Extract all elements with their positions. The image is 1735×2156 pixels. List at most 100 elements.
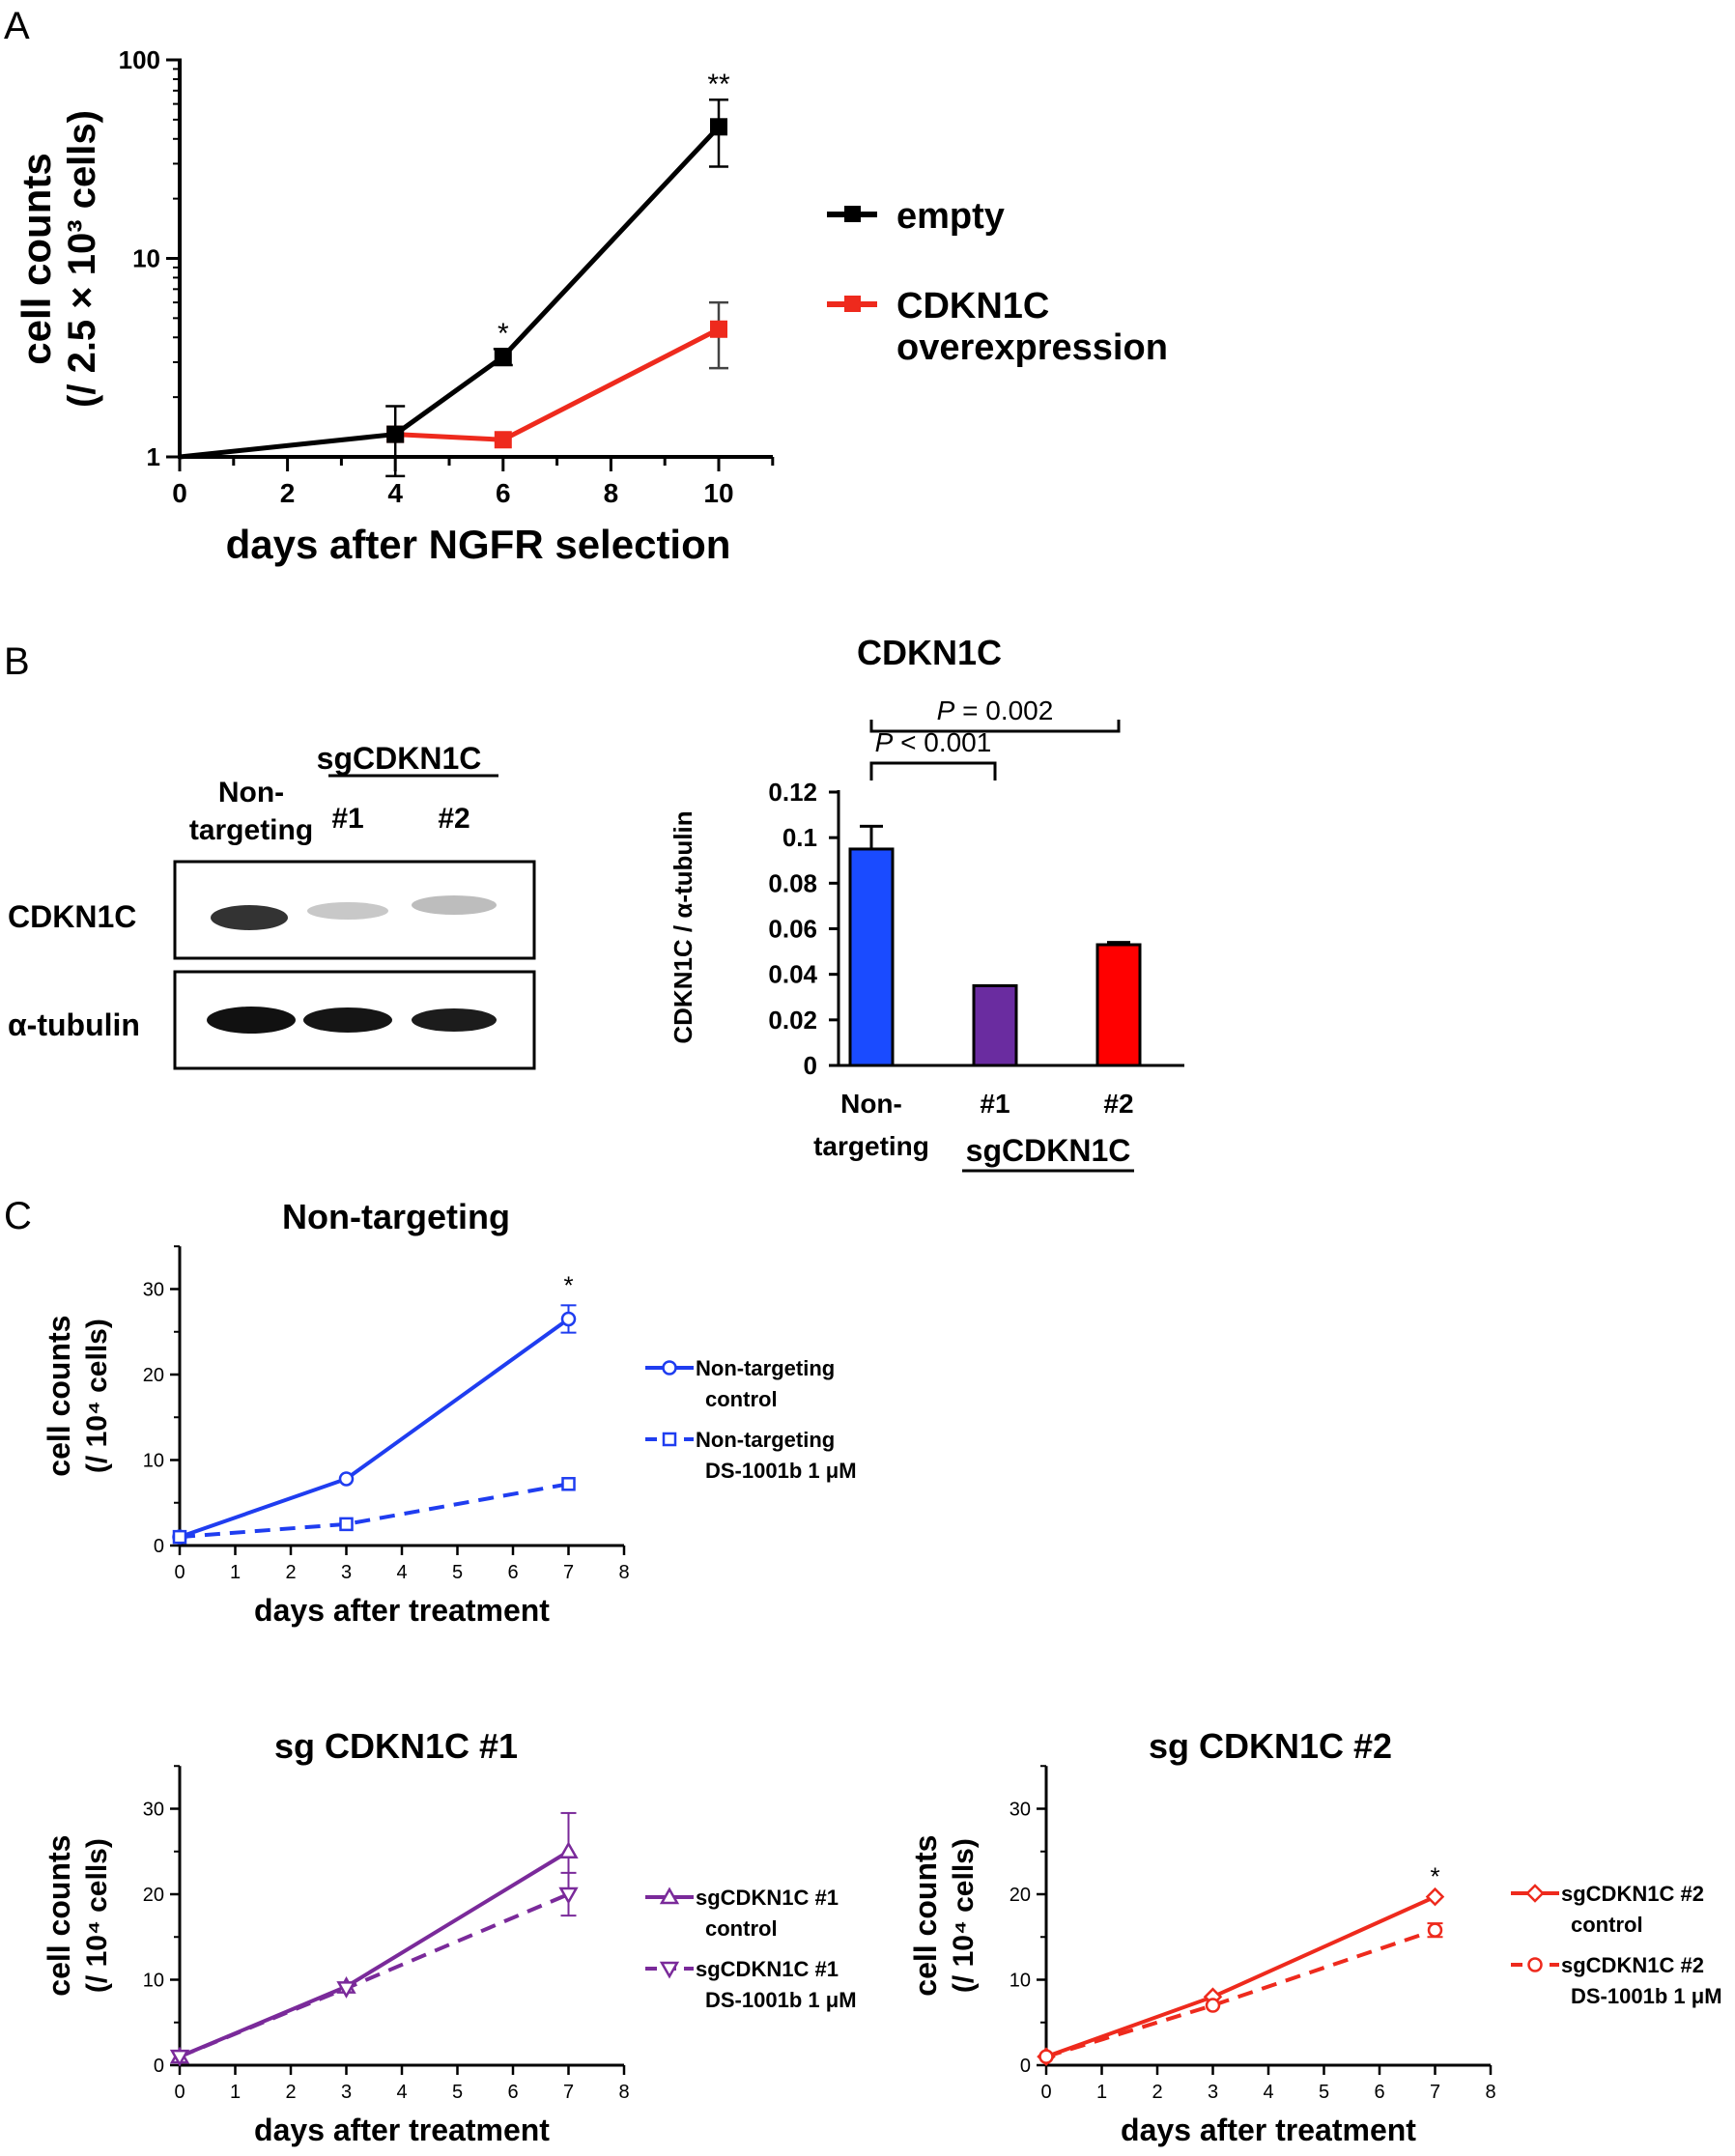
chart-xtick-label: 2 — [285, 2082, 296, 2103]
chart-y-label-line2: (/ 10⁴ cells) — [81, 1838, 113, 1993]
chart-point — [561, 1477, 576, 1491]
blot-row-label-cdkn1c: CDKN1C — [8, 899, 136, 934]
chart-a-y-label-line1: cell counts — [14, 153, 59, 364]
legend-marker — [659, 1886, 680, 1905]
blot-lane-label-2: #1 — [331, 803, 363, 835]
chart-y-label-line1: cell counts — [42, 1316, 76, 1477]
legend-marker — [1525, 1884, 1545, 1903]
legend-label-line2: control — [1571, 1913, 1643, 1937]
chart-a-series-line-cdkn1c — [395, 326, 721, 442]
chart-b-comparison-label: P = 0.002 — [937, 695, 1054, 725]
chart-a-significance: ** — [707, 69, 730, 100]
legend-empty-marker — [844, 206, 861, 222]
chart-xtick-label: 3 — [341, 2082, 352, 2103]
chart-chartC1-title: Non-targeting — [282, 1197, 510, 1236]
chart-ytick-label: 0 — [154, 2056, 164, 2077]
band-cdkn1c-nontargeting — [211, 905, 288, 930]
chart-b-comparison-bracket — [869, 720, 1121, 733]
chart-c3: sg CDKN1C #2 0 10 20 30 0 1 2 3 4 5 6 7 8 days after t… — [908, 1726, 1722, 2147]
chart-b-category-2: #1 — [980, 1089, 1010, 1119]
chart-a-xtick-label: 10 — [703, 478, 733, 508]
chart-chartC3-title: sg CDKN1C #2 — [1149, 1726, 1392, 1766]
chart-y-label-line2: (/ 10⁴ cells) — [948, 1838, 980, 1993]
chart-b-ytick-label: 0.1 — [782, 823, 817, 852]
band-cdkn1c-2 — [412, 895, 497, 915]
chart-xtick-label: 0 — [1040, 2082, 1051, 2103]
chart-b-comparison-value: = 0.002 — [954, 695, 1053, 725]
chart-a-y-label-line2: (/ 2.5 × 10³ cells) — [61, 110, 103, 408]
chart-point — [336, 1981, 356, 1999]
chart-a-legend: empty CDKN1C overexpression — [827, 196, 1168, 368]
chart-a-xtick-label: 6 — [496, 478, 511, 508]
blot-row-label-tubulin: α-tubulin — [8, 1007, 140, 1042]
chart-ytick-label: 30 — [143, 1280, 164, 1301]
chart-xtick-label: 5 — [452, 2082, 463, 2103]
legend-label-line1: sgCDKN1C #1 — [696, 1886, 839, 1910]
chart-series-line — [179, 1892, 570, 2059]
chart-a-ytick-label: 100 — [119, 45, 160, 74]
legend-cdkn1c-label-line1: CDKN1C — [896, 286, 1049, 326]
chart-point — [1425, 1886, 1445, 1907]
chart-xtick-label: 3 — [1208, 2082, 1218, 2103]
chart-b-comparison-p: P — [937, 695, 955, 725]
band-tubulin-nontargeting — [207, 1007, 296, 1034]
blot-group-label: sgCDKN1C — [317, 741, 482, 776]
legend-label-line2: control — [705, 1916, 778, 1941]
legend-label-line1: Non-targeting — [696, 1428, 835, 1452]
chart-point — [1038, 2049, 1054, 2064]
chart-a-series-line-empty — [179, 125, 721, 460]
chart-a-significance: * — [498, 318, 509, 350]
chart-xtick-label: 6 — [507, 2082, 518, 2103]
chart-xtick-label: 7 — [563, 2082, 574, 2103]
chart-b-group-label: sgCDKN1C — [966, 1133, 1131, 1168]
chart-a-point — [494, 431, 512, 449]
legend-label-line1: sgCDKN1C #1 — [696, 1957, 839, 1981]
chart-ytick-label: 20 — [1010, 1885, 1031, 1906]
chart-point — [169, 2049, 190, 2067]
chart-b-category-1-line2: targeting — [813, 1131, 929, 1161]
chart-b-bar — [848, 847, 895, 1067]
chart-x-label: days after treatment — [1121, 2113, 1416, 2147]
chart-x-label: days after treatment — [254, 2113, 550, 2147]
band-cdkn1c-1 — [307, 902, 388, 920]
chart-b-ytick-label: 0.04 — [768, 960, 817, 989]
chart-significance: * — [563, 1270, 573, 1299]
band-tubulin-1 — [303, 1007, 392, 1033]
chart-b-comparison-bracket — [869, 761, 997, 780]
legend-label-line1: sgCDKN1C #2 — [1561, 1953, 1704, 1977]
chart-xtick-label: 4 — [1263, 2082, 1273, 2103]
chart-xtick-label: 4 — [396, 1562, 407, 1583]
chart-c2: sg CDKN1C #1 0 10 20 30 0 1 2 3 4 5 6 7 8 days after t… — [42, 1726, 857, 2147]
chart-chartC2-title: sg CDKN1C #1 — [274, 1726, 518, 1766]
chart-ytick-label: 20 — [143, 1885, 164, 1906]
chart-xtick-label: 5 — [1319, 2082, 1329, 2103]
chart-point — [1205, 1998, 1221, 2013]
chart-y-label-line1: cell counts — [42, 1835, 76, 1997]
chart-xtick-label: 8 — [1485, 2082, 1495, 2103]
legend-marker — [1527, 1957, 1543, 1972]
chart-xtick-label: 8 — [618, 1562, 629, 1583]
chart-b-ytick-label: 0.12 — [768, 778, 817, 807]
chart-xtick-label: 6 — [507, 1562, 518, 1583]
chart-series-line — [179, 1317, 570, 1540]
chart-ytick-label: 20 — [143, 1365, 164, 1386]
chart-ytick-label: 30 — [143, 1800, 164, 1821]
chart-xtick-label: 1 — [1096, 2082, 1107, 2103]
chart-point — [1427, 1922, 1443, 1938]
chart-b-ytick-label: 0 — [804, 1051, 817, 1080]
chart-series-line — [179, 1482, 569, 1540]
chart-x-label: days after treatment — [254, 1593, 550, 1628]
chart-xtick-label: 7 — [1430, 2082, 1440, 2103]
chart-a-x-label: days after NGFR selection — [226, 522, 731, 567]
chart-xtick-label: 3 — [341, 1562, 352, 1583]
legend-marker — [659, 1961, 680, 1979]
chart-point — [172, 1529, 187, 1545]
legend-cdkn1c-label-line2: overexpression — [896, 327, 1168, 368]
chart-b-ytick-label: 0.08 — [768, 868, 817, 897]
chart-significance: * — [1430, 1862, 1439, 1891]
chart-b: CDKN1C 00.020.040.060.080.10.12 P < 0.00… — [668, 633, 1184, 1173]
chart-a-xtick-label: 2 — [280, 478, 296, 508]
chart-point — [338, 1471, 355, 1487]
